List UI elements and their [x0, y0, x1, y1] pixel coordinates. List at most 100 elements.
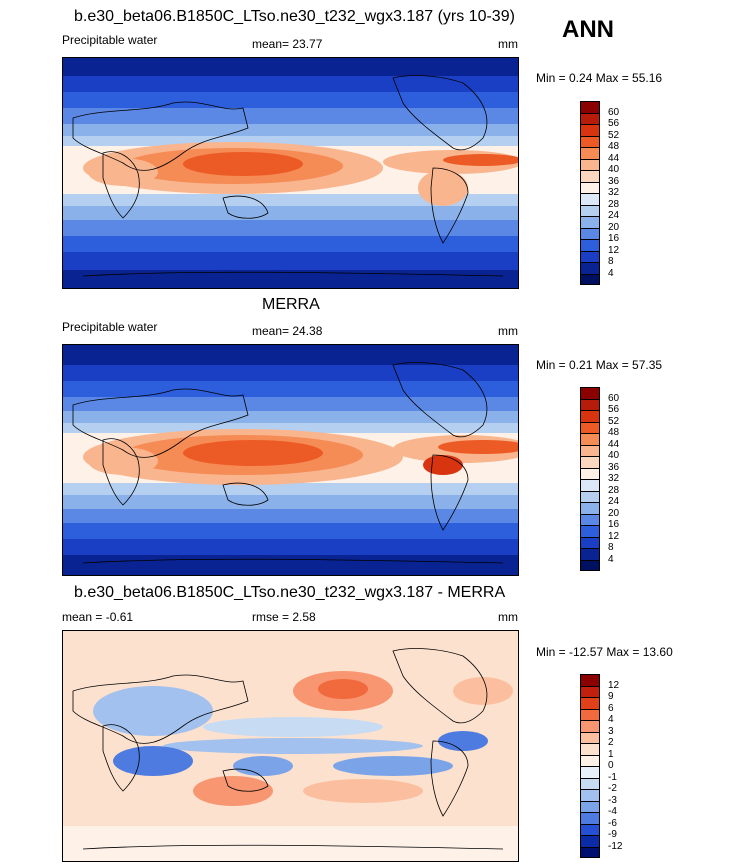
colorbar-level-label: 48 — [608, 141, 620, 152]
panel2-field — [63, 345, 518, 575]
colorbar-box — [580, 708, 600, 720]
panel2-units-label: mm — [498, 324, 518, 338]
panel3-field — [63, 631, 518, 861]
colorbar-level-label: 48 — [608, 427, 620, 438]
colorbar-box — [580, 112, 600, 124]
colorbar-box — [580, 766, 600, 778]
colorbar-level-label: 16 — [608, 519, 620, 530]
colorbar-level-label: 8 — [608, 542, 614, 553]
panel1-variable-label: Precipitable water — [62, 33, 158, 47]
colorbar-level-label: 0 — [608, 760, 614, 771]
colorbar-box — [580, 135, 600, 147]
colorbar-box — [580, 548, 600, 560]
colorbar-box — [580, 800, 600, 812]
colorbar-box — [580, 181, 600, 193]
colorbar-box — [580, 398, 600, 410]
colorbar-level-label: 28 — [608, 484, 620, 496]
colorbar-box — [580, 250, 600, 262]
colorbar-box — [580, 193, 600, 205]
colorbar-box — [580, 433, 600, 445]
colorbar-level-label: 4 — [608, 553, 614, 565]
colorbar-box — [580, 743, 600, 755]
colorbar-level-label: 12 — [608, 530, 620, 542]
colorbar-level-label: 24 — [608, 210, 620, 221]
colorbar-box — [580, 467, 600, 479]
season-label: ANN — [562, 16, 614, 43]
colorbar-level-label: 36 — [608, 461, 620, 473]
colorbar-level-label: 40 — [608, 450, 620, 461]
colorbar-level-label: 3 — [608, 725, 614, 737]
colorbar-box — [580, 158, 600, 170]
panel2-minmax-label: Min = 0.21 Max = 57.35 — [536, 358, 663, 372]
colorbar-level-label: 44 — [608, 438, 620, 450]
colorbar-level-label: -3 — [608, 794, 617, 806]
colorbar-box — [580, 812, 600, 824]
colorbar-box — [580, 170, 600, 182]
colorbar-level-label: 36 — [608, 175, 620, 187]
colorbar-level-label: 52 — [608, 415, 620, 427]
colorbar-box — [580, 273, 600, 285]
colorbar-level-label: 20 — [608, 221, 620, 233]
colorbar-box — [580, 502, 600, 514]
colorbar-box — [580, 101, 600, 113]
panel3-units-label: mm — [498, 610, 518, 624]
colorbar-box — [580, 720, 600, 732]
colorbar-level-label: 28 — [608, 198, 620, 210]
colorbar-box — [580, 147, 600, 159]
colorbar-level-label: -9 — [608, 829, 617, 840]
panel3-minmax-label: Min = -12.57 Max = 13.60 — [536, 645, 673, 659]
colorbar-box — [580, 823, 600, 835]
panel2-title: MERRA — [262, 296, 320, 313]
colorbar-level-label: 56 — [608, 404, 620, 415]
panel2-variable-label: Precipitable water — [62, 320, 158, 334]
colorbar-box — [580, 490, 600, 502]
colorbar-level-label: 52 — [608, 129, 620, 141]
panel1-mean-label: mean= 23.77 — [252, 37, 323, 51]
colorbar-level-label: 16 — [608, 233, 620, 244]
colorbar-box — [580, 410, 600, 422]
colorbar-box — [580, 239, 600, 251]
panel3-map — [62, 630, 519, 862]
colorbar-level-label: 40 — [608, 164, 620, 175]
colorbar-level-label: 60 — [608, 106, 620, 118]
colorbar-box — [580, 444, 600, 456]
colorbar-box — [580, 513, 600, 525]
panel3-rmse-label: rmse = 2.58 — [252, 610, 316, 624]
colorbar-level-label: 4 — [608, 714, 614, 725]
colorbar-box — [580, 456, 600, 468]
colorbar-box — [580, 674, 600, 686]
colorbar-level-label: -12 — [608, 840, 623, 852]
colorbar-level-label: -6 — [608, 817, 617, 829]
colorbar-level-label: -2 — [608, 783, 617, 794]
panel3-mean-label: mean = -0.61 — [62, 610, 134, 624]
colorbar-box — [580, 216, 600, 228]
colorbar-level-label: 12 — [608, 244, 620, 256]
colorbar-level-label: 6 — [608, 702, 614, 714]
colorbar-level-label: 20 — [608, 507, 620, 519]
colorbar-level-label: 32 — [608, 473, 620, 484]
colorbar-box — [580, 421, 600, 433]
colorbar-level-label: 32 — [608, 187, 620, 198]
colorbar-box — [580, 697, 600, 709]
colorbar-box — [580, 846, 600, 858]
colorbar-level-label: 44 — [608, 152, 620, 164]
panel2-map — [62, 344, 519, 576]
colorbar-level-label: -1 — [608, 771, 617, 783]
colorbar-box — [580, 835, 600, 847]
panel3-colorbar — [580, 674, 600, 858]
panel2-colorbar — [580, 387, 600, 571]
colorbar-box — [580, 387, 600, 399]
panel3-title: b.e30_beta06.B1850C_LTso.ne30_t232_wgx3.… — [74, 584, 506, 601]
colorbar-level-label: 4 — [608, 267, 614, 279]
colorbar-box — [580, 479, 600, 491]
colorbar-level-label: 8 — [608, 256, 614, 267]
colorbar-level-label: 56 — [608, 118, 620, 129]
panel1-field — [63, 58, 518, 288]
colorbar-level-label: -4 — [608, 806, 617, 817]
colorbar-level-label: 2 — [608, 737, 614, 748]
colorbar-box — [580, 204, 600, 216]
colorbar-level-label: 1 — [608, 748, 614, 760]
colorbar-box — [580, 789, 600, 801]
panel1-minmax-label: Min = 0.24 Max = 55.16 — [536, 71, 663, 85]
panel2-mean-label: mean= 24.38 — [252, 324, 323, 338]
